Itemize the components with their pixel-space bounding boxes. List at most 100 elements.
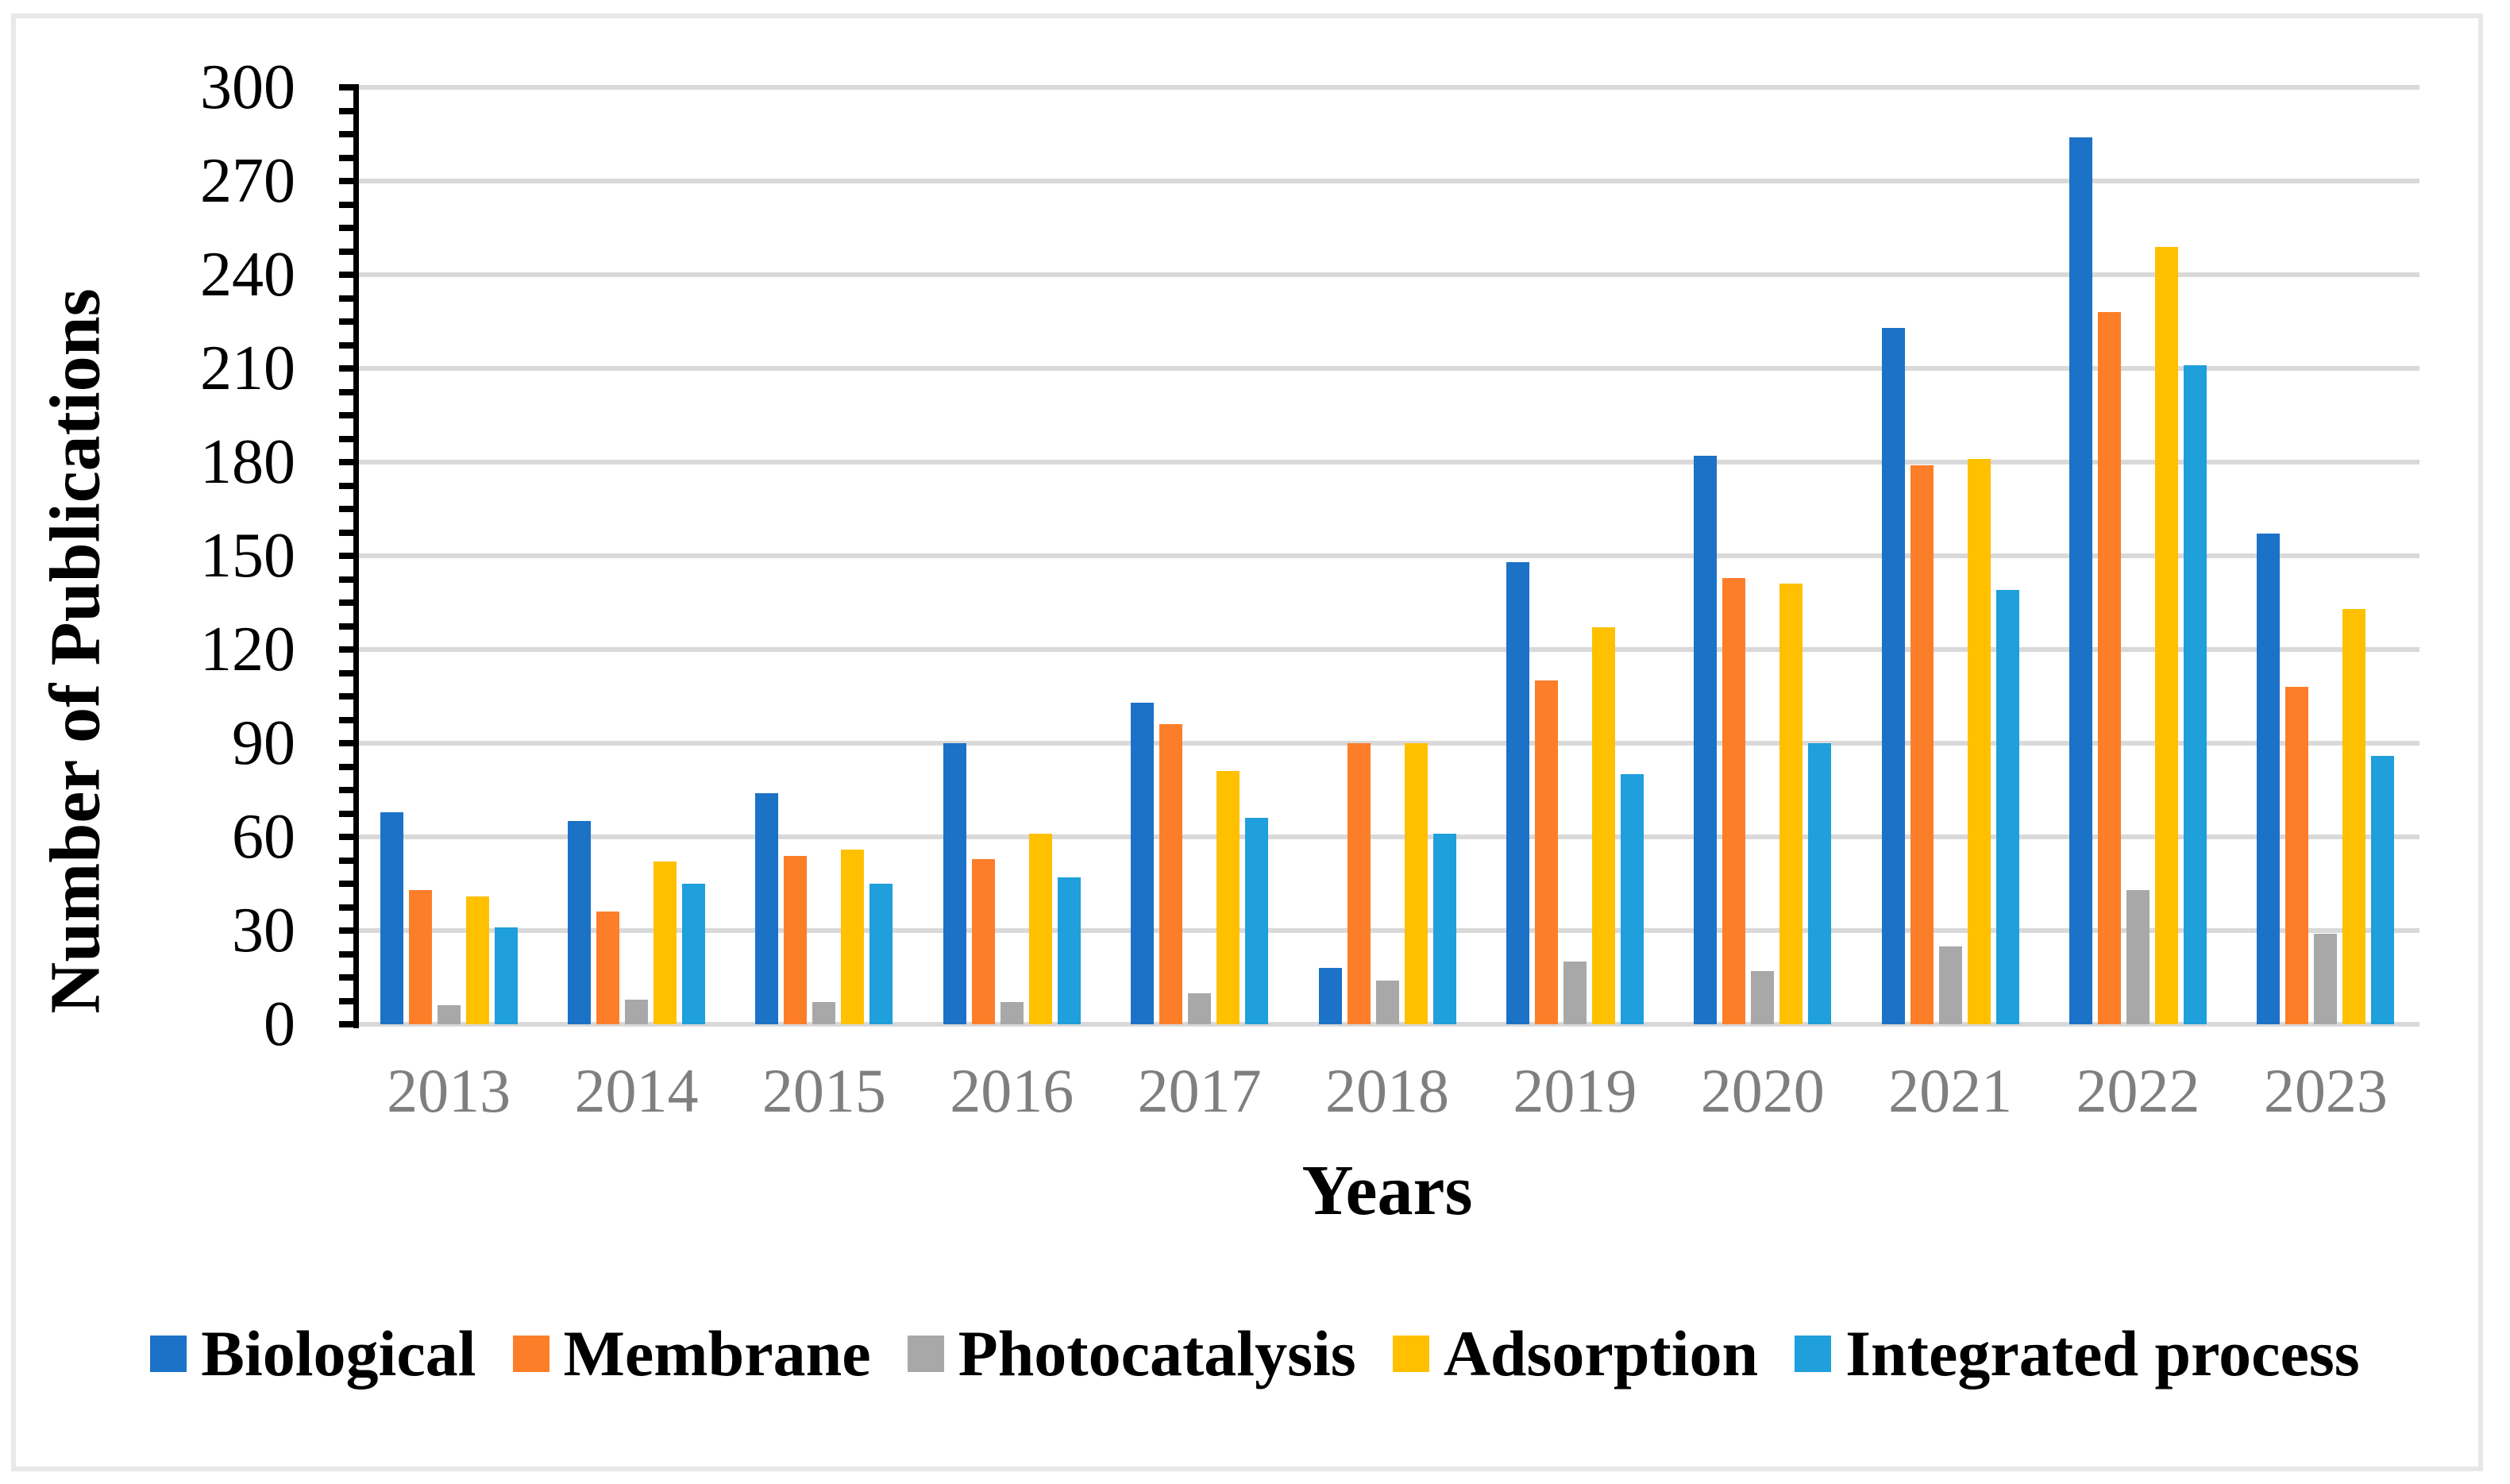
- bar-photocatalysis-2023: [2314, 933, 2338, 1024]
- y-axis-tick: [339, 623, 354, 630]
- legend-label: Biological: [201, 1317, 476, 1390]
- bar-photocatalysis-2018: [1375, 980, 1399, 1024]
- y-axis-tick: [339, 225, 354, 231]
- x-tick-label-2015: 2015: [761, 1056, 886, 1125]
- x-axis-title: Years: [1301, 1151, 1473, 1230]
- y-axis-tick: [339, 553, 354, 559]
- bar-membrane-2016: [971, 858, 995, 1024]
- bar-biological-2018: [1318, 968, 1342, 1024]
- y-axis-tick: [339, 599, 354, 606]
- legend-swatch-icon: [512, 1336, 549, 1372]
- y-axis-tick: [339, 84, 354, 91]
- bar-photocatalysis-2015: [812, 1002, 836, 1024]
- bar-membrane-2020: [1722, 577, 1746, 1024]
- y-tick-label: 210: [200, 333, 295, 403]
- legend-label: Membrane: [563, 1317, 871, 1390]
- bar-photocatalysis-2020: [1751, 971, 1775, 1024]
- y-gridline: [357, 835, 2419, 839]
- y-axis-tick: [339, 974, 354, 981]
- y-axis-tick: [339, 716, 354, 723]
- bar-photocatalysis-2014: [625, 999, 649, 1024]
- bar-membrane-2023: [2285, 687, 2309, 1024]
- y-axis-tick: [339, 107, 354, 114]
- bar-adsorption-2013: [465, 896, 489, 1024]
- bar-integrated-process-2019: [1620, 774, 1644, 1024]
- x-tick-label-2023: 2023: [2263, 1056, 2388, 1125]
- bar-membrane-2022: [2097, 312, 2121, 1024]
- x-tick-label-2014: 2014: [574, 1056, 699, 1125]
- y-gridline: [357, 928, 2419, 933]
- legend-label: Adsorption: [1443, 1317, 1759, 1390]
- y-axis-tick: [339, 693, 354, 700]
- bar-biological-2022: [2069, 137, 2092, 1024]
- x-tick-label-2018: 2018: [1325, 1056, 1449, 1125]
- legend-item-biological: Biological: [150, 1321, 476, 1386]
- y-axis-tick: [339, 927, 354, 934]
- bar-integrated-process-2021: [1995, 590, 2019, 1024]
- y-axis-tick: [339, 459, 354, 465]
- bar-adsorption-2022: [2154, 246, 2178, 1024]
- bar-membrane-2014: [596, 912, 620, 1024]
- y-axis-tick: [339, 646, 354, 653]
- bar-photocatalysis-2021: [1938, 946, 1962, 1024]
- y-axis-tick: [339, 810, 354, 817]
- y-tick-label: 240: [200, 240, 295, 310]
- bar-adsorption-2016: [1028, 834, 1052, 1024]
- bar-membrane-2021: [1910, 464, 1934, 1024]
- x-tick-label-2021: 2021: [1888, 1056, 2013, 1125]
- y-gridline: [357, 647, 2419, 652]
- y-axis-tick: [339, 787, 354, 793]
- legend-item-adsorption: Adsorption: [1392, 1317, 1759, 1390]
- y-axis-tick: [339, 131, 354, 137]
- x-tick-label-2016: 2016: [950, 1056, 1074, 1125]
- y-axis-tick: [339, 248, 354, 255]
- y-axis-tick: [339, 154, 354, 161]
- y-axis-tick: [339, 178, 354, 184]
- bar-integrated-process-2015: [869, 884, 893, 1024]
- y-axis-tick: [339, 763, 354, 770]
- bar-photocatalysis-2016: [1000, 1002, 1024, 1024]
- legend-swatch-icon: [1795, 1336, 1832, 1372]
- bar-adsorption-2019: [1591, 627, 1615, 1024]
- y-axis-tick: [339, 272, 354, 278]
- legend-swatch-icon: [1392, 1336, 1429, 1372]
- x-tick-label-2022: 2022: [2076, 1056, 2200, 1125]
- bar-biological-2013: [380, 811, 403, 1024]
- bar-biological-2020: [1694, 456, 1718, 1024]
- y-gridline: [357, 85, 2419, 90]
- x-tick-label-2019: 2019: [1513, 1056, 1637, 1125]
- y-tick-label: 60: [232, 802, 295, 872]
- bar-membrane-2015: [784, 855, 808, 1024]
- y-axis-tick: [339, 506, 354, 512]
- y-tick-label: 270: [200, 146, 295, 216]
- bar-integrated-process-2022: [2183, 365, 2207, 1024]
- bar-photocatalysis-2013: [437, 1005, 461, 1024]
- y-axis-tick: [339, 295, 354, 302]
- bar-integrated-process-2020: [1808, 743, 1832, 1024]
- legend-item-photocatalysis: Photocatalysis: [907, 1317, 1356, 1390]
- bar-membrane-2018: [1347, 743, 1371, 1024]
- y-axis-tick: [339, 881, 354, 887]
- y-tick-label: 90: [232, 708, 295, 778]
- bar-adsorption-2020: [1779, 584, 1803, 1024]
- y-tick-label: 0: [264, 989, 295, 1059]
- bar-membrane-2017: [1159, 724, 1183, 1024]
- y-axis-tick: [339, 341, 354, 349]
- bar-membrane-2019: [1534, 680, 1558, 1024]
- y-axis-tick: [339, 412, 354, 418]
- y-axis-tick: [339, 529, 354, 536]
- bar-adsorption-2015: [841, 849, 865, 1024]
- bar-biological-2021: [1881, 327, 1905, 1024]
- y-axis-tick: [339, 482, 354, 489]
- bar-membrane-2013: [408, 889, 432, 1024]
- y-axis-tick: [339, 669, 354, 676]
- legend: Biological Membrane Photocatalysis Adsorpti…: [0, 1321, 2510, 1386]
- y-tick-label: 30: [232, 896, 295, 966]
- legend-label: Photocatalysis: [958, 1317, 1356, 1390]
- y-axis-tick: [339, 857, 354, 864]
- y-axis-tick: [339, 904, 354, 911]
- y-axis-tick: [339, 1021, 354, 1027]
- y-tick-label: 180: [200, 427, 295, 497]
- bar-integrated-process-2018: [1432, 834, 1456, 1024]
- y-tick-label: 150: [200, 521, 295, 591]
